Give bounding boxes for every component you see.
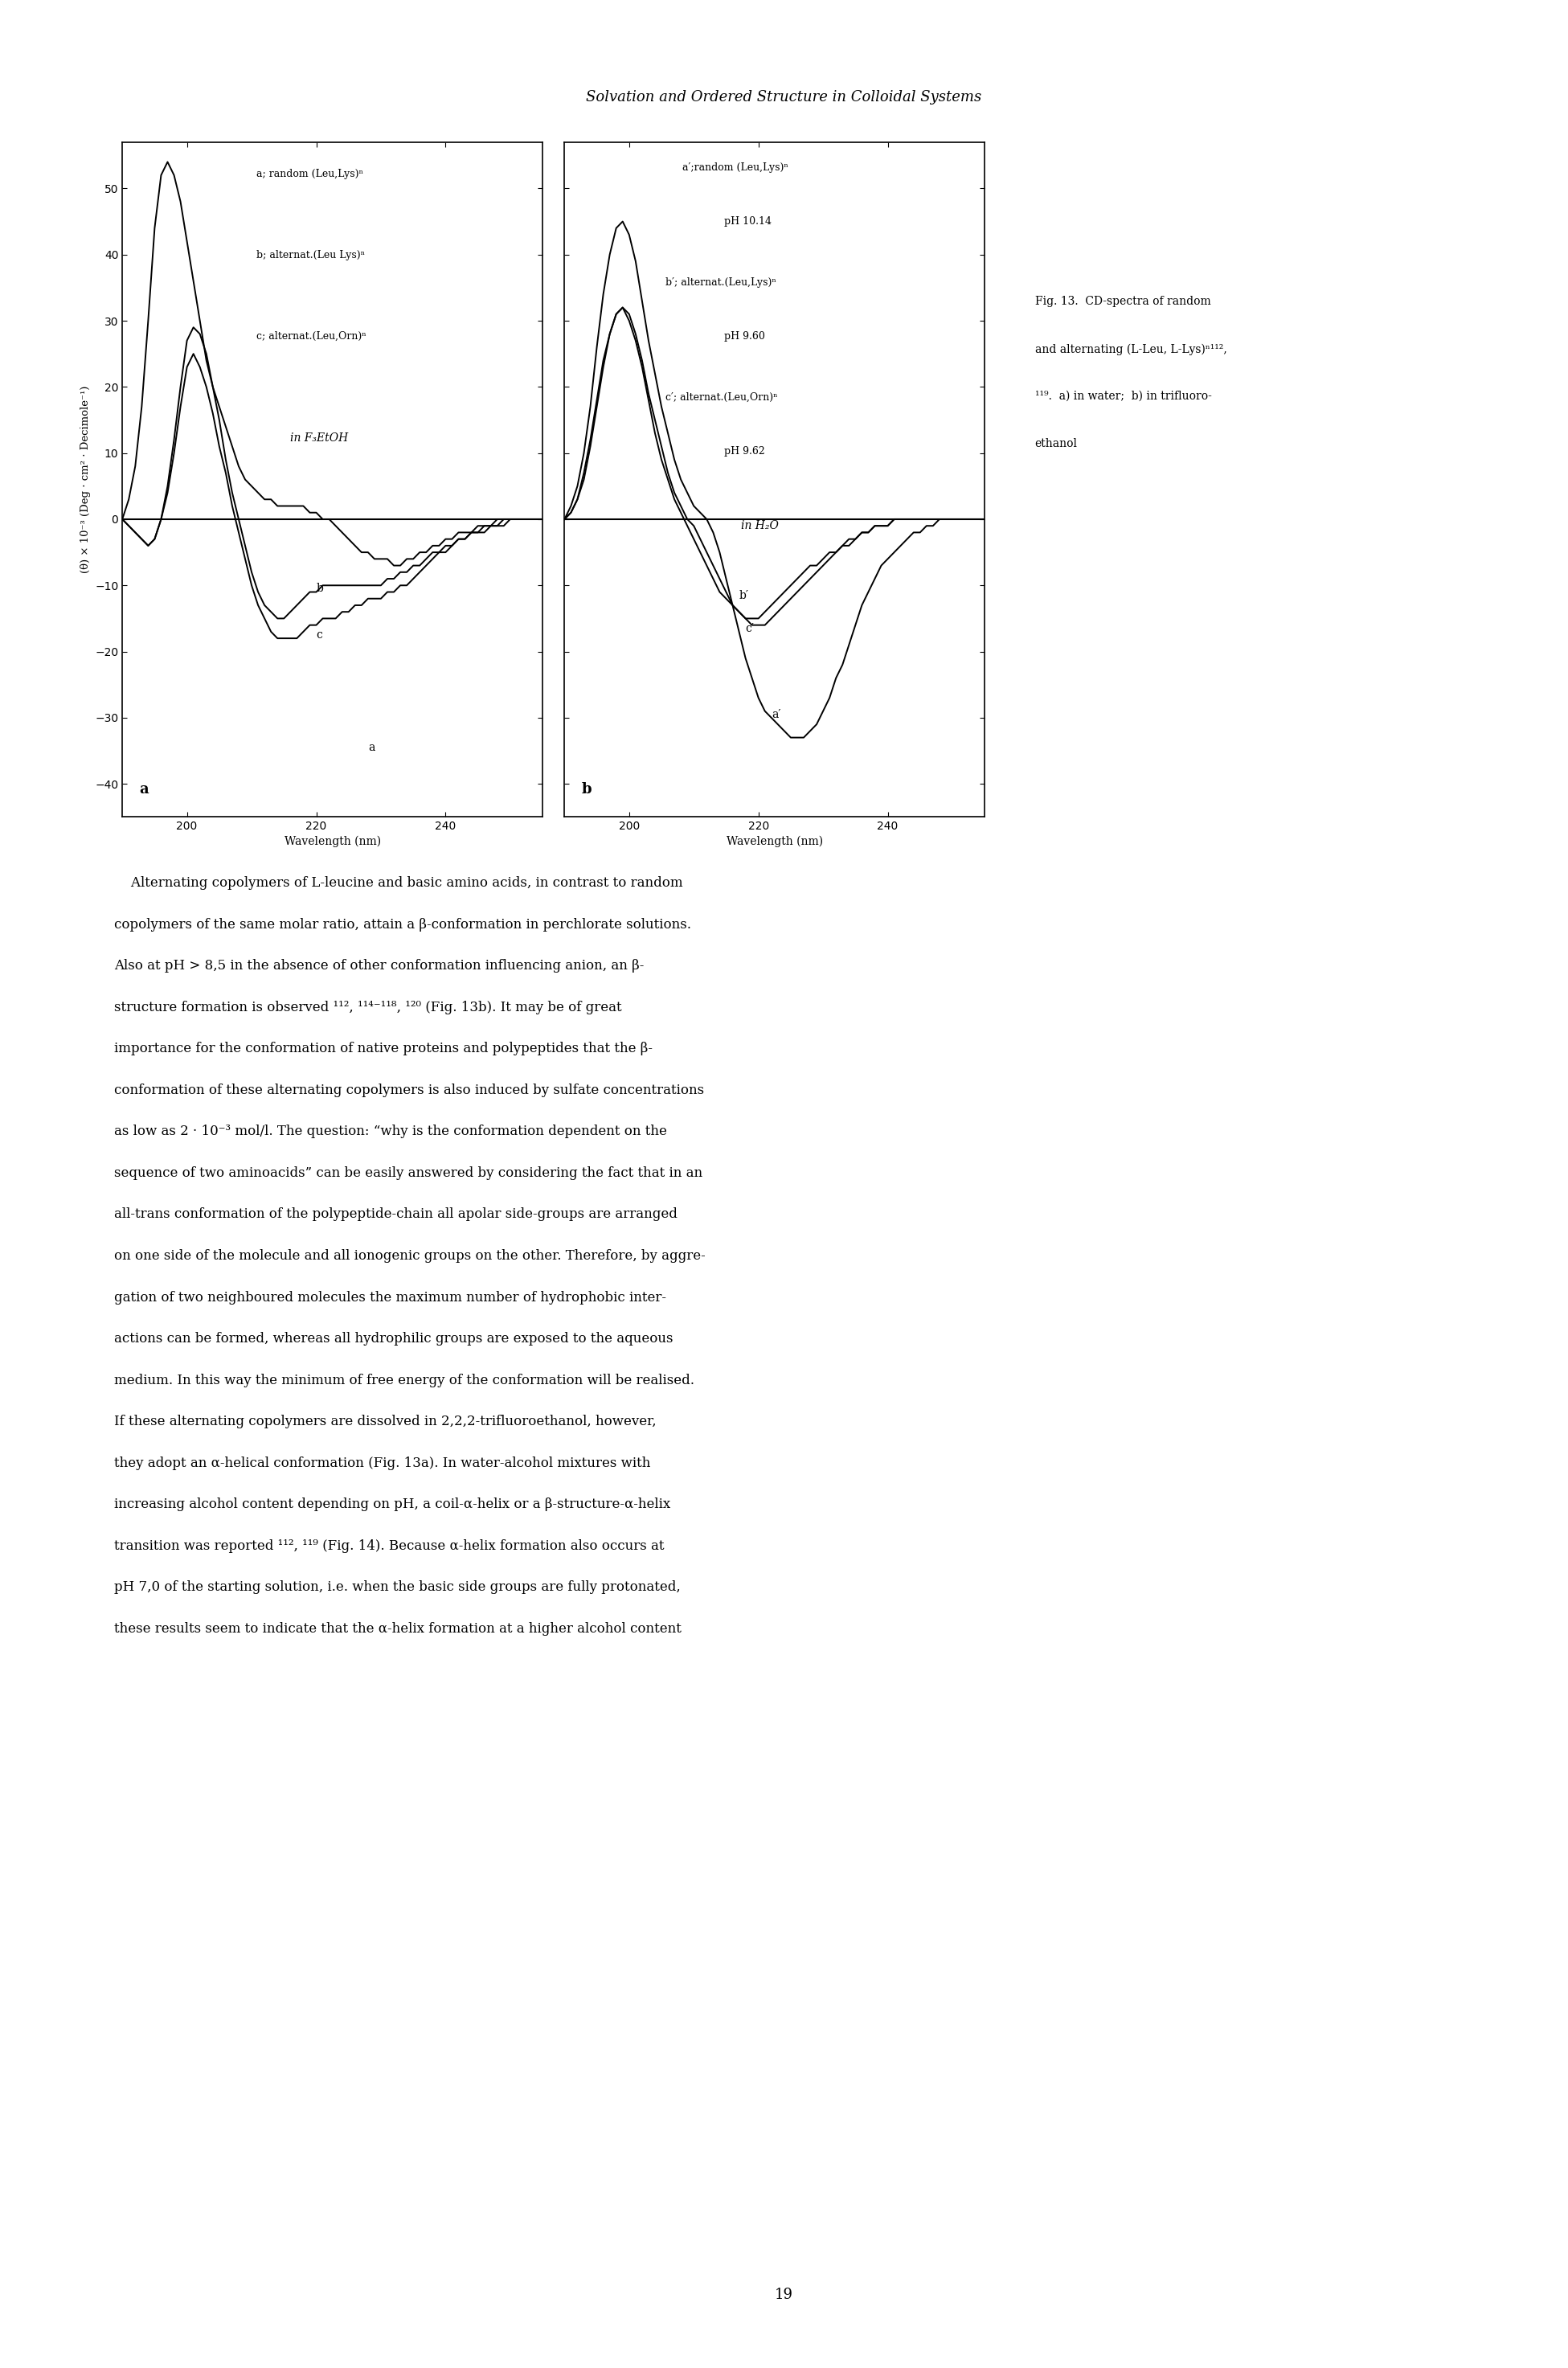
Text: b: b (317, 583, 323, 594)
Text: sequence of two aminoacids” can be easily answered by considering the fact that : sequence of two aminoacids” can be easil… (114, 1167, 702, 1179)
Text: as low as 2 · 10⁻³ mol/l. The question: “why is the conformation dependent on th: as low as 2 · 10⁻³ mol/l. The question: … (114, 1125, 668, 1139)
Text: ¹¹⁹.  a) in water;  b) in trifluoro-: ¹¹⁹. a) in water; b) in trifluoro- (1035, 391, 1212, 403)
Text: copolymers of the same molar ratio, attain a β-conformation in perchlorate solut: copolymers of the same molar ratio, atta… (114, 916, 691, 931)
Text: gation of two neighboured molecules the maximum number of hydrophobic inter-: gation of two neighboured molecules the … (114, 1291, 666, 1305)
Text: pH 9.62: pH 9.62 (724, 445, 765, 457)
Text: a′: a′ (771, 708, 781, 720)
Text: Solvation and Ordered Structure in Colloidal Systems: Solvation and Ordered Structure in Collo… (586, 90, 982, 104)
Text: b; alternat.(Leu Lys)ⁿ: b; alternat.(Leu Lys)ⁿ (257, 251, 365, 260)
Text: c′: c′ (745, 623, 754, 635)
Text: a: a (140, 781, 149, 796)
Text: c; alternat.(Leu,Orn)ⁿ: c; alternat.(Leu,Orn)ⁿ (257, 332, 367, 341)
Text: all-trans conformation of the polypeptide-chain all apolar side-groups are arran: all-trans conformation of the polypeptid… (114, 1208, 677, 1222)
Text: c′; alternat.(Leu,Orn)ⁿ: c′; alternat.(Leu,Orn)ⁿ (665, 391, 778, 403)
Text: c: c (317, 630, 323, 642)
Text: actions can be formed, whereas all hydrophilic groups are exposed to the aqueous: actions can be formed, whereas all hydro… (114, 1331, 673, 1345)
Text: in F₃EtOH: in F₃EtOH (290, 433, 348, 443)
Text: transition was reported ¹¹², ¹¹⁹ (Fig. 14). Because α-helix formation also occur: transition was reported ¹¹², ¹¹⁹ (Fig. 1… (114, 1539, 665, 1553)
Text: these results seem to indicate that the α-helix formation at a higher alcohol co: these results seem to indicate that the … (114, 1622, 682, 1636)
Text: and alternating (L-Leu, L-Lys)ⁿ¹¹²,: and alternating (L-Leu, L-Lys)ⁿ¹¹², (1035, 343, 1226, 355)
Text: b: b (582, 781, 591, 796)
Text: on one side of the molecule and all ionogenic groups on the other. Therefore, by: on one side of the molecule and all iono… (114, 1250, 706, 1262)
Text: conformation of these alternating copolymers is also induced by sulfate concentr: conformation of these alternating copoly… (114, 1085, 704, 1096)
Text: importance for the conformation of native proteins and polypeptides that the β-: importance for the conformation of nativ… (114, 1042, 652, 1056)
Text: 19: 19 (775, 2287, 793, 2302)
Text: pH 10.14: pH 10.14 (724, 215, 771, 227)
Text: medium. In this way the minimum of free energy of the conformation will be reali: medium. In this way the minimum of free … (114, 1373, 695, 1388)
Text: b′: b′ (739, 590, 748, 601)
Text: a: a (368, 741, 375, 753)
Text: Also at pH > 8,5 in the absence of other conformation influencing anion, an β-: Also at pH > 8,5 in the absence of other… (114, 959, 644, 973)
Text: a′;random (Leu,Lys)ⁿ: a′;random (Leu,Lys)ⁿ (682, 163, 789, 173)
Text: a; random (Leu,Lys)ⁿ: a; random (Leu,Lys)ⁿ (257, 168, 364, 180)
Text: pH 7,0 of the starting solution, i.e. when the basic side groups are fully proto: pH 7,0 of the starting solution, i.e. wh… (114, 1582, 681, 1594)
Text: Fig. 13.  CD-spectra of random: Fig. 13. CD-spectra of random (1035, 296, 1210, 308)
Text: structure formation is observed ¹¹², ¹¹⁴⁻¹¹⁸, ¹²⁰ (Fig. 13b). It may be of great: structure formation is observed ¹¹², ¹¹⁴… (114, 999, 622, 1014)
Text: ethanol: ethanol (1035, 438, 1077, 450)
Text: pH 9.60: pH 9.60 (724, 332, 765, 341)
Text: they adopt an α-helical conformation (Fig. 13a). In water-alcohol mixtures with: they adopt an α-helical conformation (Fi… (114, 1456, 651, 1471)
Text: in H₂O: in H₂O (742, 521, 779, 530)
Text: increasing alcohol content depending on pH, a coil-α-helix or a β-structure-α-he: increasing alcohol content depending on … (114, 1499, 671, 1511)
Text: Alternating copolymers of L-leucine and basic amino acids, in contrast to random: Alternating copolymers of L-leucine and … (114, 876, 684, 890)
X-axis label: Wavelength (nm): Wavelength (nm) (726, 836, 823, 848)
Text: If these alternating copolymers are dissolved in 2,2,2-trifluoroethanol, however: If these alternating copolymers are diss… (114, 1416, 657, 1428)
X-axis label: Wavelength (nm): Wavelength (nm) (284, 836, 381, 848)
Text: b′; alternat.(Leu,Lys)ⁿ: b′; alternat.(Leu,Lys)ⁿ (665, 277, 776, 287)
Y-axis label: (θ) × 10⁻³ (Deg · cm² · Decimole⁻¹): (θ) × 10⁻³ (Deg · cm² · Decimole⁻¹) (80, 386, 91, 573)
